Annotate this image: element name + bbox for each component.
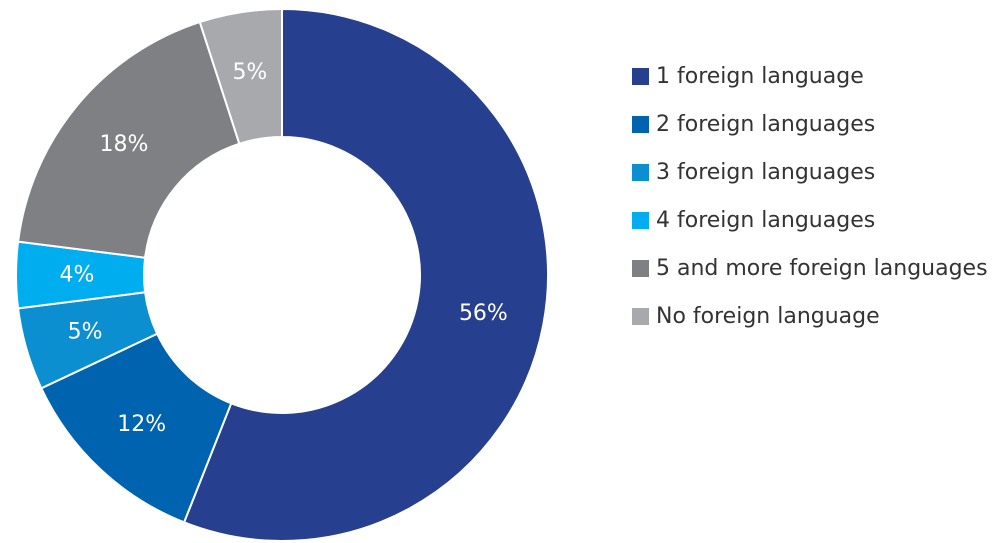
legend-label: No foreign language bbox=[656, 303, 880, 329]
legend-label: 4 foreign languages bbox=[656, 207, 876, 233]
legend-item-5-and-more-foreign-languages: 5 and more foreign languages bbox=[632, 244, 988, 292]
slice-value-label: 5% bbox=[68, 320, 103, 345]
legend-swatch bbox=[632, 115, 649, 133]
slice-no-foreign-language bbox=[198, 7, 283, 146]
slice-5-and-more-foreign-languages bbox=[16, 20, 241, 259]
legend-swatch bbox=[632, 211, 649, 229]
legend-label: 5 and more foreign languages bbox=[656, 255, 988, 281]
slice-value-label: 56% bbox=[459, 301, 508, 326]
legend-label: 2 foreign languages bbox=[656, 111, 876, 137]
slice-value-label: 4% bbox=[60, 263, 95, 288]
legend-swatch bbox=[632, 67, 649, 85]
legend-item-2-foreign-languages: 2 foreign languages bbox=[632, 100, 988, 148]
legend-item-no-foreign-language: No foreign language bbox=[632, 292, 988, 340]
legend-label: 3 foreign languages bbox=[656, 159, 876, 185]
legend-item-4-foreign-languages: 4 foreign languages bbox=[632, 196, 988, 244]
slice-value-label: 18% bbox=[100, 132, 149, 157]
legend-swatch bbox=[632, 307, 649, 325]
legend-item-1-foreign-language: 1 foreign language bbox=[632, 52, 988, 100]
legend-item-3-foreign-languages: 3 foreign languages bbox=[632, 148, 988, 196]
chart-legend: 1 foreign language 2 foreign languages 3 f… bbox=[632, 52, 988, 340]
legend-swatch bbox=[632, 163, 649, 181]
slice-value-label: 5% bbox=[232, 60, 267, 85]
slice-value-label: 12% bbox=[117, 412, 166, 437]
legend-swatch bbox=[632, 259, 649, 277]
legend-label: 1 foreign language bbox=[656, 63, 864, 89]
slice-1-foreign-language bbox=[182, 7, 549, 542]
